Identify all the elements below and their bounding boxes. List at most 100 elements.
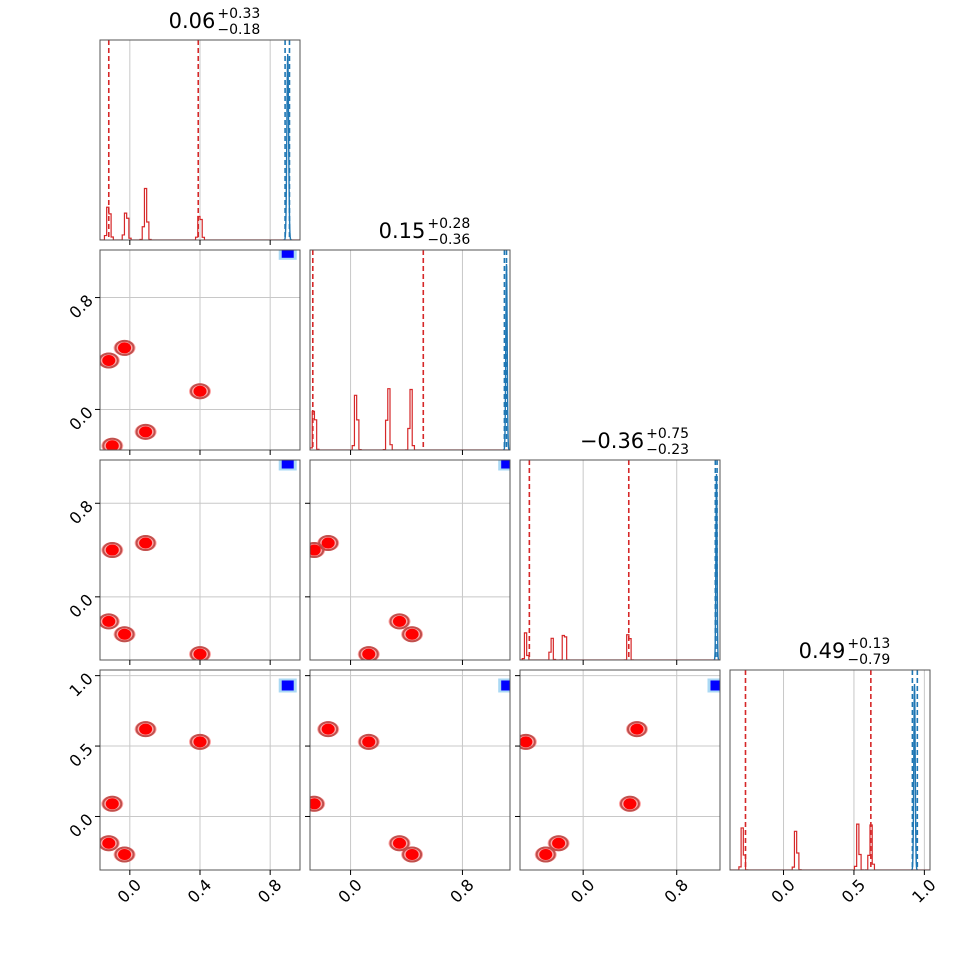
- panel-1-0: [95, 249, 301, 455]
- blue-cluster: [281, 460, 294, 469]
- red-cluster-contour: [102, 795, 123, 812]
- tick-label-x: 0.8: [254, 875, 285, 906]
- blue-cluster: [710, 680, 720, 691]
- panel-content: [520, 460, 720, 660]
- blue-histogram: [910, 683, 919, 870]
- tick-label-x: 0.4: [184, 875, 215, 906]
- red-cluster-contour: [310, 542, 325, 559]
- panel-3-1: [305, 669, 511, 875]
- blue-cluster: [501, 460, 510, 469]
- red-cluster-contour: [619, 795, 640, 812]
- red-cluster-contour: [190, 383, 210, 400]
- red-cluster-contour: [100, 835, 119, 852]
- panel-title-lower: −0.23: [646, 442, 689, 458]
- tick-label-x: 0.0: [114, 875, 145, 906]
- blue-cluster: [281, 680, 294, 691]
- red-cluster-contour: [100, 613, 119, 630]
- tick-label-y: 0.8: [65, 497, 96, 528]
- panel-title: 0.49: [799, 639, 846, 663]
- red-cluster: [105, 798, 119, 810]
- red-cluster: [193, 736, 207, 748]
- red-cluster-contour: [190, 733, 210, 750]
- red-cluster-contour: [389, 835, 410, 852]
- panel-title: 0.15: [379, 219, 426, 243]
- red-cluster: [102, 354, 116, 366]
- red-cluster-contour: [114, 626, 135, 643]
- panel-content: [310, 460, 510, 660]
- tick-label-y: 0.8: [65, 291, 96, 322]
- tick-label-x: 0.8: [446, 875, 477, 906]
- tick-label-y: 0.5: [65, 739, 96, 770]
- red-cluster: [630, 723, 644, 735]
- red-cluster-contour: [358, 733, 379, 750]
- panel-title-upper: +0.33: [217, 6, 260, 22]
- red-cluster: [118, 849, 132, 861]
- red-cluster: [623, 798, 637, 810]
- tick-label-y: 0.0: [65, 810, 96, 841]
- panel-title-upper: +0.75: [646, 426, 689, 442]
- red-cluster: [520, 736, 533, 748]
- red-cluster: [105, 544, 119, 556]
- panel-content: [310, 670, 510, 870]
- panel-2-0: [95, 459, 301, 665]
- red-cluster: [321, 723, 335, 735]
- panel-3-2: [515, 669, 721, 875]
- panel-content: [100, 250, 300, 450]
- tick-label-x: 1.0: [908, 875, 939, 906]
- red-cluster-contour: [135, 721, 156, 738]
- red-cluster-contour: [135, 423, 156, 440]
- red-cluster: [105, 440, 119, 450]
- panel-content: [100, 460, 300, 660]
- red-cluster-contour: [548, 835, 569, 852]
- panel-title-lower: −0.18: [217, 22, 260, 38]
- red-cluster: [139, 426, 153, 438]
- panel-title-lower: −0.36: [427, 232, 470, 248]
- red-cluster: [405, 628, 419, 640]
- red-cluster-contour: [389, 613, 410, 630]
- tick-label-x: 0.8: [661, 875, 692, 906]
- tick-label-x: 0.0: [767, 875, 798, 906]
- red-cluster: [310, 798, 321, 810]
- red-cluster: [362, 736, 376, 748]
- panel-2-2: [519, 459, 721, 665]
- red-cluster: [118, 628, 132, 640]
- panel-title-upper: +0.28: [427, 216, 470, 232]
- blue-cluster: [501, 680, 510, 691]
- tick-label-y: 1.0: [65, 669, 96, 700]
- red-cluster: [193, 648, 207, 660]
- blue-histogram: [503, 263, 510, 450]
- red-cluster: [139, 723, 153, 735]
- red-cluster: [193, 385, 207, 397]
- red-cluster-contour: [535, 846, 556, 863]
- red-cluster-contour: [318, 535, 339, 552]
- panel-frame: [729, 669, 931, 871]
- red-cluster-contour: [626, 721, 647, 738]
- red-cluster: [393, 837, 407, 849]
- panel-content: [520, 670, 720, 870]
- blue-histogram: [713, 473, 720, 660]
- panel-content: [100, 40, 300, 240]
- red-cluster: [362, 648, 376, 660]
- panel-frame: [519, 669, 721, 871]
- red-histogram: [100, 187, 300, 240]
- tick-label-x: 0.5: [838, 875, 869, 906]
- panel-3-0: [95, 669, 301, 875]
- red-cluster-contour: [358, 646, 379, 660]
- panel-frame: [519, 459, 721, 661]
- red-cluster-contour: [402, 846, 423, 863]
- tick-label-y: 0.0: [65, 403, 96, 434]
- red-histogram: [730, 823, 930, 870]
- red-cluster-contour: [402, 626, 423, 643]
- red-cluster: [102, 615, 116, 627]
- red-histogram: [310, 388, 510, 450]
- red-cluster: [393, 615, 407, 627]
- panel-frame: [309, 669, 511, 871]
- panel-content: [100, 670, 300, 870]
- red-cluster-contour: [520, 733, 536, 750]
- red-cluster: [118, 342, 132, 354]
- red-cluster-contour: [135, 535, 156, 552]
- red-cluster: [310, 544, 321, 556]
- panel-0-0: [99, 39, 301, 245]
- red-cluster: [139, 537, 153, 549]
